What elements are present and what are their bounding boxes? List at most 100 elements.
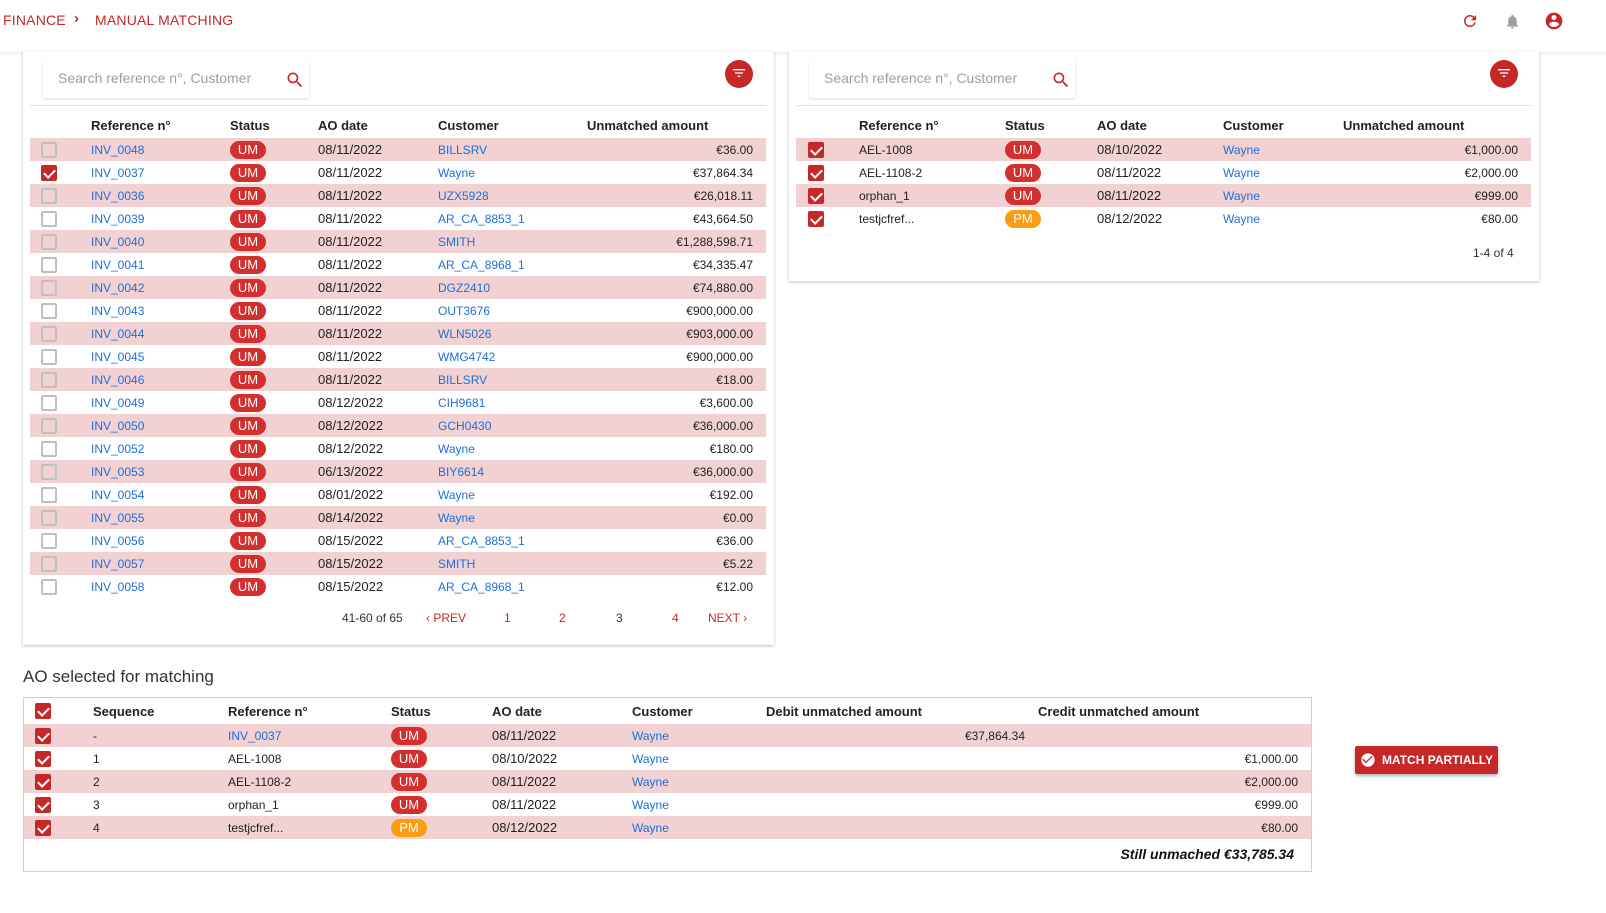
customer-link[interactable]: Wayne <box>1223 211 1260 226</box>
reference-link[interactable]: INV_0046 <box>91 368 230 391</box>
row-checkbox[interactable] <box>41 371 57 388</box>
reference-link[interactable]: INV_0053 <box>91 460 230 483</box>
table-row[interactable]: INV_0048 UM 08/11/2022 BILLSRV €36.00 <box>30 138 766 161</box>
table-row[interactable]: INV_0045 UM 08/11/2022 WMG4742 €900,000.00 <box>30 345 766 368</box>
header-status[interactable]: Status <box>391 703 431 719</box>
header-customer[interactable]: Customer <box>632 703 693 719</box>
customer-link[interactable]: CIH9681 <box>438 395 486 410</box>
customer-link[interactable]: WLN5026 <box>438 322 587 345</box>
customer-link[interactable]: Wayne <box>632 724 766 747</box>
customer-link[interactable]: Wayne <box>632 816 766 839</box>
prev-page-button[interactable]: ‹ PREV <box>426 611 467 625</box>
customer-link[interactable]: AR_CA_8853_1 <box>438 533 525 548</box>
row-checkbox[interactable] <box>41 210 57 227</box>
reference-link[interactable]: INV_0058 <box>91 579 145 594</box>
customer-link[interactable]: OUT3676 <box>438 303 491 318</box>
row-checkbox[interactable] <box>41 279 57 296</box>
row-checkbox[interactable] <box>41 348 57 365</box>
table-row[interactable]: INV_0049 UM 08/12/2022 CIH9681 €3,600.00 <box>30 391 766 414</box>
customer-link[interactable]: SMITH <box>438 230 587 253</box>
row-checkbox[interactable] <box>808 141 824 158</box>
row-checkbox[interactable] <box>35 750 51 767</box>
header-debit-amount[interactable]: Debit unmatched amount <box>766 703 923 719</box>
left-filter-button[interactable] <box>725 60 753 88</box>
table-row[interactable]: INV_0037 UM 08/11/2022 Wayne €37,864.34 <box>30 161 766 184</box>
reference-link[interactable]: INV_0040 <box>91 230 230 253</box>
customer-link[interactable]: Wayne <box>438 165 475 180</box>
customer-link[interactable]: AR_CA_8968_1 <box>438 579 525 594</box>
row-checkbox[interactable] <box>41 141 57 158</box>
header-status[interactable]: Status <box>230 117 270 133</box>
table-row[interactable]: AEL-1008 UM 08/10/2022 Wayne €1,000.00 <box>796 138 1531 161</box>
table-row[interactable]: 3 orphan_1 UM 08/11/2022 Wayne €999.00 <box>24 793 1311 816</box>
customer-link[interactable]: Wayne <box>1223 138 1343 161</box>
table-row[interactable]: INV_0052 UM 08/12/2022 Wayne €180.00 <box>30 437 766 460</box>
reference-link[interactable]: INV_0036 <box>91 184 230 207</box>
reference-link[interactable]: INV_0056 <box>91 533 145 548</box>
header-ao-date[interactable]: AO date <box>318 117 368 133</box>
row-checkbox[interactable] <box>41 233 57 250</box>
account-icon[interactable] <box>1543 10 1565 32</box>
header-ao-date[interactable]: AO date <box>492 703 542 719</box>
row-checkbox[interactable] <box>35 796 51 813</box>
select-all-checkbox[interactable] <box>35 703 51 720</box>
table-row[interactable]: - INV_0037 UM 08/11/2022 Wayne €37,864.34 <box>24 724 1311 747</box>
reference-link[interactable]: INV_0049 <box>91 395 145 410</box>
table-row[interactable]: INV_0057 UM 08/15/2022 SMITH €5.22 <box>30 552 766 575</box>
customer-link[interactable]: Wayne <box>632 751 669 766</box>
table-row[interactable]: INV_0039 UM 08/11/2022 AR_CA_8853_1 €43,664.… <box>30 207 766 230</box>
table-row[interactable]: INV_0050 UM 08/12/2022 GCH0430 €36,000.00 <box>30 414 766 437</box>
reference-link[interactable]: INV_0054 <box>91 487 145 502</box>
left-search-input[interactable] <box>58 70 268 86</box>
header-customer[interactable]: Customer <box>1223 117 1284 133</box>
reference-link[interactable]: INV_0048 <box>91 138 230 161</box>
header-unmatched-amount[interactable]: Unmatched amount <box>1343 117 1465 133</box>
table-row[interactable]: INV_0043 UM 08/11/2022 OUT3676 €900,000.00 <box>30 299 766 322</box>
reference-link[interactable]: INV_0043 <box>91 303 145 318</box>
customer-link[interactable]: SMITH <box>438 552 587 575</box>
customer-link[interactable]: UZX5928 <box>438 184 587 207</box>
right-search-input[interactable] <box>824 70 1034 86</box>
customer-link[interactable]: AR_CA_8968_1 <box>438 257 525 272</box>
row-checkbox[interactable] <box>41 187 57 204</box>
reference-link[interactable]: INV_0039 <box>91 211 145 226</box>
customer-link[interactable]: Wayne <box>1223 165 1260 180</box>
customer-link[interactable]: Wayne <box>632 770 766 793</box>
row-checkbox[interactable] <box>35 727 51 744</box>
customer-link[interactable]: Wayne <box>632 797 669 812</box>
row-checkbox[interactable] <box>41 164 57 181</box>
row-checkbox[interactable] <box>35 773 51 790</box>
reference-link[interactable]: INV_0045 <box>91 349 145 364</box>
row-checkbox[interactable] <box>41 256 57 273</box>
reference-link[interactable]: INV_0037 <box>228 724 391 747</box>
row-checkbox[interactable] <box>41 440 57 457</box>
header-credit-amount[interactable]: Credit unmatched amount <box>1038 703 1200 719</box>
customer-link[interactable]: AR_CA_8853_1 <box>438 211 525 226</box>
header-reference[interactable]: Reference n° <box>228 703 308 719</box>
table-row[interactable]: INV_0055 UM 08/14/2022 Wayne €0.00 <box>30 506 766 529</box>
table-row[interactable]: INV_0036 UM 08/11/2022 UZX5928 €26,018.11 <box>30 184 766 207</box>
right-filter-button[interactable] <box>1490 60 1518 88</box>
customer-link[interactable]: DGZ2410 <box>438 276 587 299</box>
page-2-button[interactable]: 2 <box>559 611 566 625</box>
row-checkbox[interactable] <box>41 509 57 526</box>
breadcrumb-finance[interactable]: FINANCE <box>3 12 66 28</box>
row-checkbox[interactable] <box>41 486 57 503</box>
row-checkbox[interactable] <box>808 210 824 227</box>
customer-link[interactable]: Wayne <box>438 441 475 456</box>
row-checkbox[interactable] <box>41 302 57 319</box>
page-4-button[interactable]: 4 <box>672 611 679 625</box>
table-row[interactable]: INV_0044 UM 08/11/2022 WLN5026 €903,000.00 <box>30 322 766 345</box>
customer-link[interactable]: WMG4742 <box>438 349 496 364</box>
reference-link[interactable]: INV_0057 <box>91 552 230 575</box>
page-1-button[interactable]: 1 <box>504 611 511 625</box>
customer-link[interactable]: BIY6614 <box>438 460 587 483</box>
row-checkbox[interactable] <box>808 164 824 181</box>
customer-link[interactable]: Wayne <box>438 487 475 502</box>
row-checkbox[interactable] <box>41 463 57 480</box>
table-row[interactable]: INV_0046 UM 08/11/2022 BILLSRV €18.00 <box>30 368 766 391</box>
match-partially-button[interactable]: MATCH PARTIALLY <box>1355 746 1498 774</box>
row-checkbox[interactable] <box>41 394 57 411</box>
bell-icon[interactable] <box>1501 10 1523 32</box>
reference-link[interactable]: INV_0044 <box>91 322 230 345</box>
